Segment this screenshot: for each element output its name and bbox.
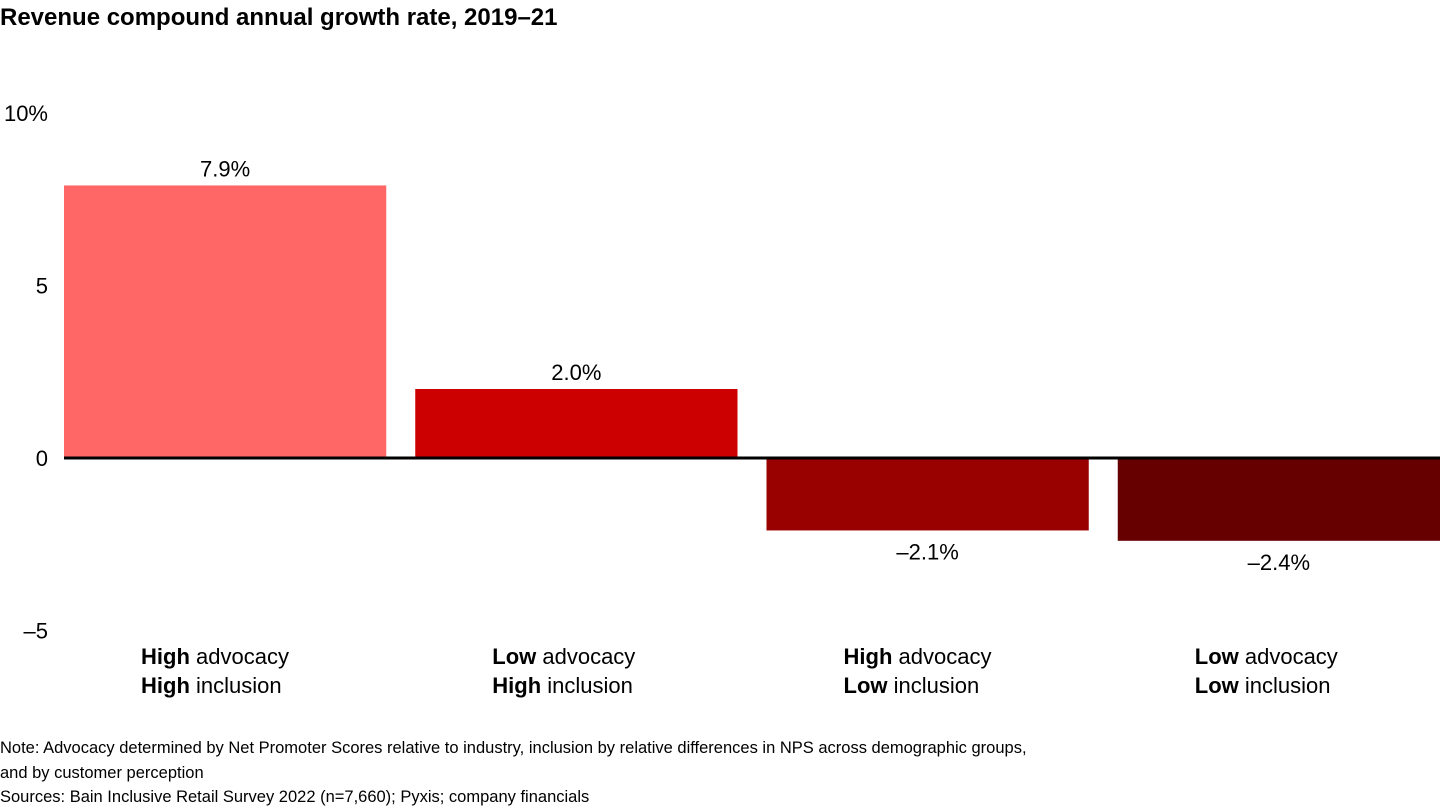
- category-dimension: advocacy: [892, 644, 992, 669]
- category-level: Low: [492, 644, 537, 669]
- category-label: Low advocacy Low inclusion: [1195, 642, 1338, 700]
- category-dimension: advocacy: [536, 644, 636, 669]
- category-dimension: inclusion: [887, 673, 980, 698]
- data-labels: 7.9% 2.0% –2.1% –2.4%: [200, 156, 1310, 574]
- category-level: Low: [843, 673, 888, 698]
- y-tick-label: 0: [36, 446, 48, 471]
- category-level: Low: [1194, 673, 1239, 698]
- category-label-advocacy: High advocacy: [141, 642, 289, 671]
- category-label-advocacy: Low advocacy: [492, 642, 635, 671]
- category-label-inclusion: Low inclusion: [844, 671, 992, 700]
- category-dimension: inclusion: [1238, 673, 1331, 698]
- category-level: High: [492, 673, 542, 698]
- category-label-inclusion: High inclusion: [141, 671, 289, 700]
- y-tick-label: –5: [24, 619, 48, 644]
- category-level: High: [141, 673, 190, 698]
- bars: [64, 185, 1440, 541]
- category-dimension: inclusion: [541, 673, 633, 698]
- category-level: High: [141, 644, 190, 669]
- footnote-note-line1: Note: Advocacy determined by Net Promote…: [0, 739, 1027, 757]
- category-level: High: [843, 644, 893, 669]
- bar: [64, 185, 387, 458]
- category-level: Low: [1194, 644, 1239, 669]
- category-label-advocacy: Low advocacy: [1195, 642, 1338, 671]
- bar: [766, 458, 1089, 531]
- category-dimension: inclusion: [189, 673, 282, 698]
- chart-title: Revenue compound annual growth rate, 201…: [0, 4, 558, 31]
- data-label: 7.9%: [200, 156, 250, 181]
- category-label-advocacy: High advocacy: [844, 642, 992, 671]
- bar: [1117, 458, 1440, 541]
- footnote-sources: Sources: Bain Inclusive Retail Survey 20…: [0, 788, 590, 806]
- category-label: High advocacy High inclusion: [141, 642, 289, 700]
- data-label: –2.4%: [1248, 550, 1310, 575]
- category-label: High advocacy Low inclusion: [844, 642, 992, 700]
- category-dimension: advocacy: [1238, 644, 1338, 669]
- y-tick-label: 10%: [4, 101, 48, 126]
- data-label: 2.0%: [551, 360, 601, 385]
- data-label: –2.1%: [896, 539, 958, 564]
- footnote-note-line2: and by customer perception: [0, 764, 204, 782]
- category-dimension: advocacy: [189, 644, 289, 669]
- bar: [415, 389, 738, 458]
- y-tick-label: 5: [36, 274, 48, 299]
- category-label-inclusion: Low inclusion: [1195, 671, 1338, 700]
- category-label-inclusion: High inclusion: [492, 671, 635, 700]
- category-label: Low advocacy High inclusion: [492, 642, 635, 700]
- y-axis: 10% 5 0 –5: [4, 101, 48, 644]
